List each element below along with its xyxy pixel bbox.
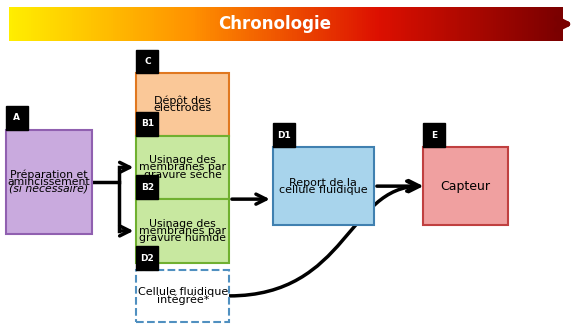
Text: Préparation et: Préparation et (10, 169, 88, 180)
Text: cellule fluidique: cellule fluidique (279, 185, 368, 195)
Text: Capteur: Capteur (440, 180, 491, 193)
Text: Report de la: Report de la (289, 178, 357, 188)
Text: (si nécessaire): (si nécessaire) (9, 184, 88, 194)
FancyBboxPatch shape (6, 106, 28, 130)
Text: B2: B2 (141, 183, 154, 192)
Text: Chronologie: Chronologie (218, 15, 331, 33)
FancyBboxPatch shape (273, 124, 295, 147)
FancyBboxPatch shape (136, 73, 229, 135)
FancyBboxPatch shape (136, 246, 158, 270)
Text: D1: D1 (277, 131, 291, 140)
Text: A: A (13, 114, 20, 123)
FancyBboxPatch shape (273, 147, 374, 225)
Text: électrodes: électrodes (154, 103, 212, 113)
FancyBboxPatch shape (136, 112, 158, 135)
Text: gravure sèche: gravure sèche (144, 169, 222, 180)
Text: membranes par: membranes par (139, 162, 226, 172)
Text: Dépôt des: Dépôt des (154, 96, 211, 106)
FancyBboxPatch shape (136, 270, 229, 322)
FancyBboxPatch shape (423, 147, 508, 225)
Text: Cellule fluidique: Cellule fluidique (137, 287, 228, 297)
Text: E: E (432, 131, 437, 140)
Text: gravure humide: gravure humide (139, 233, 226, 243)
FancyBboxPatch shape (136, 135, 229, 199)
FancyBboxPatch shape (136, 50, 158, 73)
Text: Usinage des: Usinage des (149, 219, 216, 229)
Text: C: C (144, 57, 151, 66)
FancyBboxPatch shape (136, 175, 158, 199)
FancyArrowPatch shape (229, 181, 419, 296)
Text: intégrée*: intégrée* (157, 294, 209, 305)
Text: Usinage des: Usinage des (149, 155, 216, 165)
Text: B1: B1 (141, 119, 154, 128)
Text: membranes par: membranes par (139, 226, 226, 236)
Text: amincissement: amincissement (8, 177, 90, 187)
Text: D2: D2 (140, 254, 154, 263)
FancyBboxPatch shape (423, 124, 445, 147)
FancyBboxPatch shape (136, 199, 229, 263)
FancyBboxPatch shape (6, 130, 92, 234)
